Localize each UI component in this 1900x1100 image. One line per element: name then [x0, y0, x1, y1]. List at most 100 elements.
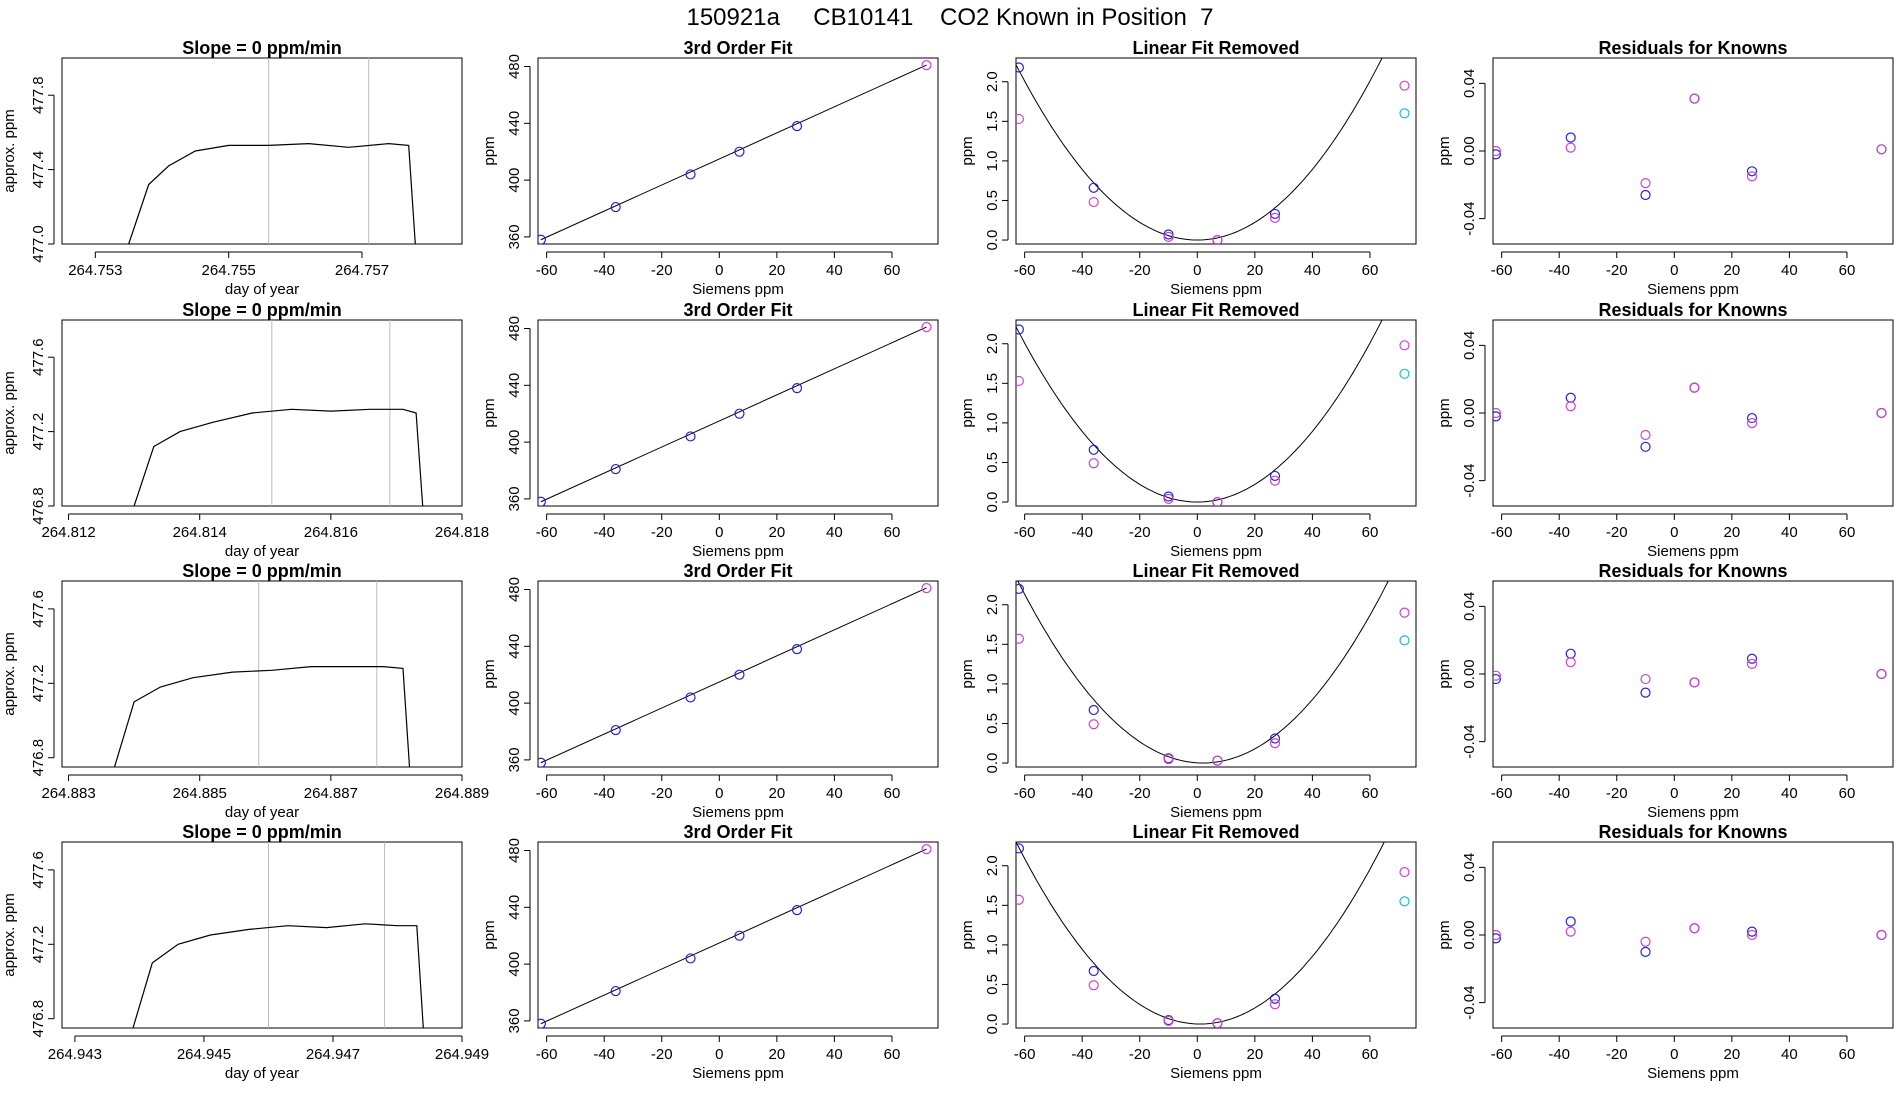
panel-1-4: Residuals for Knowns -60 -40 -20 0 20 40 60 Siem… — [1436, 38, 1894, 298]
chart-title: Linear Fit Removed — [1132, 300, 1299, 320]
y-tick-label: 440 — [506, 373, 523, 398]
x-tick-label: -60 — [1491, 785, 1513, 802]
data-point — [1565, 916, 1576, 927]
y-tick-label: 440 — [506, 895, 523, 920]
x-tick-label: 264.945 — [177, 1046, 231, 1063]
data-point — [1565, 392, 1576, 403]
plot-frame — [1492, 319, 1894, 507]
data-point — [538, 1018, 546, 1028]
data-point — [921, 59, 932, 71]
plot-frame — [1015, 319, 1417, 507]
y-tick-label: 480 — [506, 838, 523, 863]
x-tick-label: 264.814 — [173, 524, 227, 541]
y-axis-label: ppm — [1436, 920, 1453, 949]
x-axis-label: Siemens ppm — [1170, 804, 1262, 821]
panel-2-2: 3rd Order Fit -60 -40 -20 0 20 40 60 Siemens ppm… — [481, 300, 939, 560]
x-tick-label: -20 — [651, 785, 673, 802]
y-tick-label: 440 — [506, 111, 523, 136]
plot-area — [538, 59, 932, 244]
chart-title: Linear Fit Removed — [1132, 561, 1299, 581]
x-axis-label: Siemens ppm — [1647, 804, 1739, 821]
chart-title: Residuals for Knowns — [1598, 561, 1787, 581]
y-axis-label: ppm — [481, 659, 498, 688]
data-point — [1212, 496, 1223, 506]
panel-4-4: Residuals for Knowns -60 -40 -20 0 20 40 60 Siem… — [1436, 822, 1894, 1082]
y-tick-label: 1.0 — [984, 673, 1001, 694]
data-point — [1640, 673, 1651, 685]
x-axis-label: Siemens ppm — [692, 543, 784, 560]
y-tick-label: 0.0 — [984, 1014, 1001, 1035]
x-tick-label: 264.757 — [335, 262, 389, 279]
data-point — [1565, 142, 1576, 153]
y-tick-label: 477.0 — [30, 225, 47, 263]
x-tick-label: -60 — [536, 524, 558, 541]
x-tick-label: 264.816 — [304, 524, 358, 541]
x-tick-label: 60 — [1362, 262, 1379, 279]
x-tick-label: 0 — [1193, 785, 1201, 802]
x-tick-label: 20 — [769, 1046, 786, 1063]
x-tick-label: 40 — [1781, 262, 1798, 279]
data-point — [610, 201, 621, 213]
chart-title: Residuals for Knowns — [1598, 822, 1787, 842]
y-tick-label: 1.0 — [984, 412, 1001, 433]
chart-title: Slope = 0 ppm/min — [182, 38, 342, 58]
x-axis-label: day of year — [225, 543, 299, 560]
y-tick-label: 0.04 — [1461, 853, 1478, 882]
y-tick-label: 476.8 — [30, 1000, 47, 1038]
chart-title: 3rd Order Fit — [683, 300, 792, 320]
plot-frame — [537, 580, 939, 768]
data-point — [1493, 670, 1501, 681]
data-point — [734, 669, 745, 680]
x-tick-label: -20 — [651, 524, 673, 541]
data-point — [1746, 166, 1758, 177]
x-axis-label: Siemens ppm — [1170, 543, 1262, 560]
plot-frame — [1015, 841, 1417, 1029]
x-axis-label: day of year — [225, 804, 299, 821]
data-point — [1269, 212, 1281, 223]
fit-line — [540, 587, 927, 764]
fit-curve — [1016, 58, 1383, 241]
y-tick-label: 0.04 — [1461, 592, 1478, 621]
y-tick-label: 2.0 — [984, 333, 1001, 354]
x-tick-label: -40 — [593, 262, 615, 279]
y-axis-label: approx. ppm — [1, 371, 18, 454]
y-tick-label: -0.04 — [1461, 986, 1478, 1020]
x-tick-label: -20 — [1606, 1046, 1628, 1063]
data-point — [1016, 843, 1024, 854]
data-point — [1212, 755, 1223, 766]
x-tick-label: 20 — [1247, 262, 1264, 279]
data-point — [1269, 999, 1281, 1010]
data-point — [1269, 733, 1281, 744]
data-point — [1212, 234, 1223, 244]
x-tick-label: 60 — [1362, 524, 1379, 541]
x-tick-label: 40 — [1304, 262, 1321, 279]
data-point — [610, 463, 621, 475]
y-axis-label: ppm — [959, 659, 976, 688]
data-point — [1399, 896, 1410, 907]
panel-1-3: Linear Fit Removed -60 -40 -20 0 20 40 60 Siemen… — [959, 38, 1417, 298]
y-tick-label: 360 — [506, 224, 523, 249]
data-point — [1212, 1018, 1223, 1028]
x-tick-label: 0 — [715, 1046, 723, 1063]
data-point — [1163, 753, 1174, 765]
series-line — [133, 408, 424, 506]
chart-title: Slope = 0 ppm/min — [182, 561, 342, 581]
data-point — [1016, 324, 1024, 335]
data-point — [1088, 196, 1099, 208]
plot-area — [1493, 382, 1887, 452]
y-axis-label: ppm — [1436, 136, 1453, 165]
data-point — [734, 408, 745, 419]
y-axis-label: approx. ppm — [1, 109, 18, 192]
y-tick-label: 480 — [506, 316, 523, 341]
data-point — [1565, 132, 1576, 143]
x-tick-label: 264.755 — [202, 262, 256, 279]
x-tick-label: 60 — [1839, 524, 1856, 541]
data-point — [1269, 475, 1281, 486]
data-point — [1493, 145, 1501, 157]
chart-title: Residuals for Knowns — [1598, 300, 1787, 320]
chart-title: 3rd Order Fit — [683, 38, 792, 58]
data-point — [685, 692, 696, 703]
data-point — [1163, 1015, 1174, 1026]
panel-4-2: 3rd Order Fit -60 -40 -20 0 20 40 60 Siemens ppm… — [481, 822, 939, 1082]
x-tick-label: -60 — [536, 1046, 558, 1063]
